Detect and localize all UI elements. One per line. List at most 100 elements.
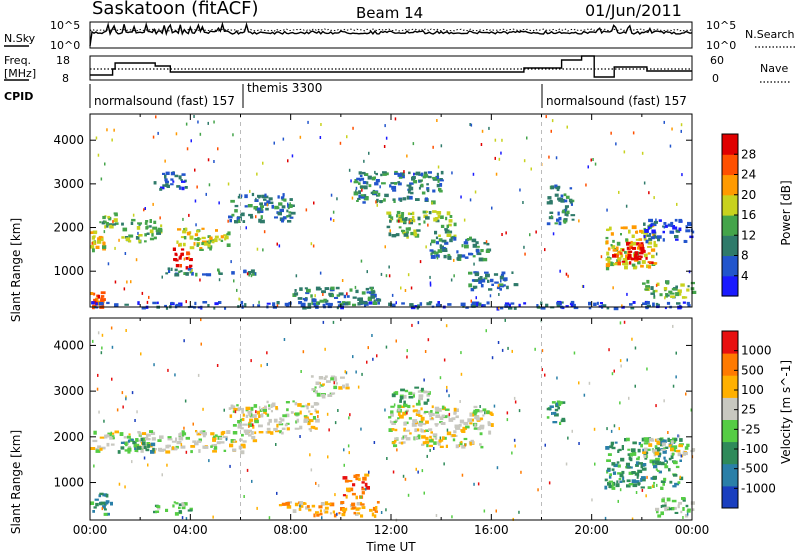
data-cell	[120, 441, 125, 444]
data-cell	[102, 505, 106, 509]
data-cell	[218, 238, 221, 241]
scatter-cell	[324, 347, 326, 351]
scatter-cell	[415, 467, 417, 471]
scatter-cell	[618, 190, 620, 194]
data-cell	[463, 421, 469, 426]
data-cell	[220, 431, 225, 436]
data-cell	[627, 253, 632, 258]
scatter-cell	[600, 255, 603, 259]
data-cell	[165, 183, 169, 187]
data-cell	[432, 189, 436, 193]
scatter-cell	[425, 245, 427, 249]
data-cell	[326, 380, 331, 383]
data-cell	[647, 265, 652, 269]
scatter-cell	[191, 268, 193, 272]
data-cell	[151, 437, 156, 441]
data-cell	[672, 485, 677, 488]
data-cell	[189, 271, 192, 274]
data-cell	[147, 444, 151, 448]
data-cell	[397, 412, 401, 416]
data-cell	[399, 396, 404, 400]
data-cell	[149, 430, 154, 433]
data-cell	[130, 438, 134, 441]
data-cell	[180, 248, 185, 251]
data-cell	[634, 256, 639, 260]
data-cell	[480, 249, 484, 253]
data-cell	[281, 502, 286, 506]
scatter-cell	[582, 285, 585, 288]
data-cell	[436, 211, 442, 215]
data-cell	[472, 255, 476, 258]
scatter-cell	[374, 170, 376, 174]
data-cell	[141, 437, 146, 442]
data-cell	[660, 480, 666, 483]
data-cell	[144, 233, 147, 237]
data-cell	[402, 441, 406, 444]
scatter-cell	[190, 139, 192, 143]
data-cell	[647, 261, 652, 264]
scatter-cell	[360, 427, 362, 431]
data-cell	[393, 200, 396, 203]
scatter-cell	[555, 156, 558, 160]
scatter-cell	[258, 406, 261, 410]
data-cell	[93, 298, 97, 302]
scatter-cell	[334, 493, 336, 497]
scatter-cell	[475, 296, 477, 300]
data-cell	[321, 393, 326, 397]
data-cell	[214, 302, 219, 306]
data-cell	[677, 452, 682, 457]
data-cell	[668, 444, 672, 448]
scatter-cell	[565, 272, 568, 276]
data-cell	[631, 479, 636, 483]
data-cell	[285, 413, 290, 418]
data-cell	[266, 400, 269, 404]
data-cell	[612, 481, 616, 486]
data-cell	[617, 464, 621, 468]
data-cell	[646, 234, 651, 237]
scatter-cell	[655, 218, 657, 222]
scatter-cell	[406, 355, 408, 359]
data-cell	[359, 178, 362, 182]
data-cell	[573, 303, 576, 307]
data-cell	[94, 498, 99, 501]
data-cell	[91, 301, 95, 305]
freq-label-1: Freq.	[4, 54, 31, 67]
data-cell	[640, 478, 643, 482]
data-cell	[669, 480, 673, 484]
scatter-cell	[255, 215, 257, 219]
data-cell	[473, 427, 479, 430]
data-cell	[99, 502, 103, 506]
data-cell	[629, 246, 632, 250]
data-cell	[670, 507, 675, 511]
scatter-cell	[498, 293, 500, 296]
nsky-panel-frame	[89, 21, 693, 49]
scatter-cell	[112, 220, 114, 224]
data-cell	[448, 418, 454, 422]
data-cell	[456, 408, 459, 412]
scatter-cell	[544, 373, 546, 377]
velocity-colorbar-label: Velocity [m s^-1]	[779, 360, 793, 464]
data-cell	[252, 439, 258, 443]
data-cell	[210, 432, 215, 436]
data-cell	[195, 430, 198, 433]
data-cell	[167, 267, 171, 271]
data-cell	[285, 401, 290, 404]
scatter-cell	[406, 411, 408, 415]
data-cell	[140, 449, 144, 453]
data-cell	[480, 284, 484, 288]
data-cell	[433, 251, 439, 255]
data-cell	[430, 431, 433, 434]
data-cell	[506, 285, 509, 290]
data-cell	[682, 507, 685, 511]
data-cell	[671, 288, 677, 291]
cpid-label: CPID	[4, 90, 33, 103]
data-cell	[566, 212, 569, 217]
data-cell	[214, 235, 219, 239]
scatter-cell	[345, 371, 348, 375]
nsearch-tick-bottom: 10^0	[706, 39, 736, 52]
scatter-cell	[216, 364, 219, 367]
data-cell	[170, 267, 173, 271]
data-cell	[345, 494, 348, 499]
data-cell	[353, 511, 356, 515]
scatter-cell	[625, 204, 628, 208]
